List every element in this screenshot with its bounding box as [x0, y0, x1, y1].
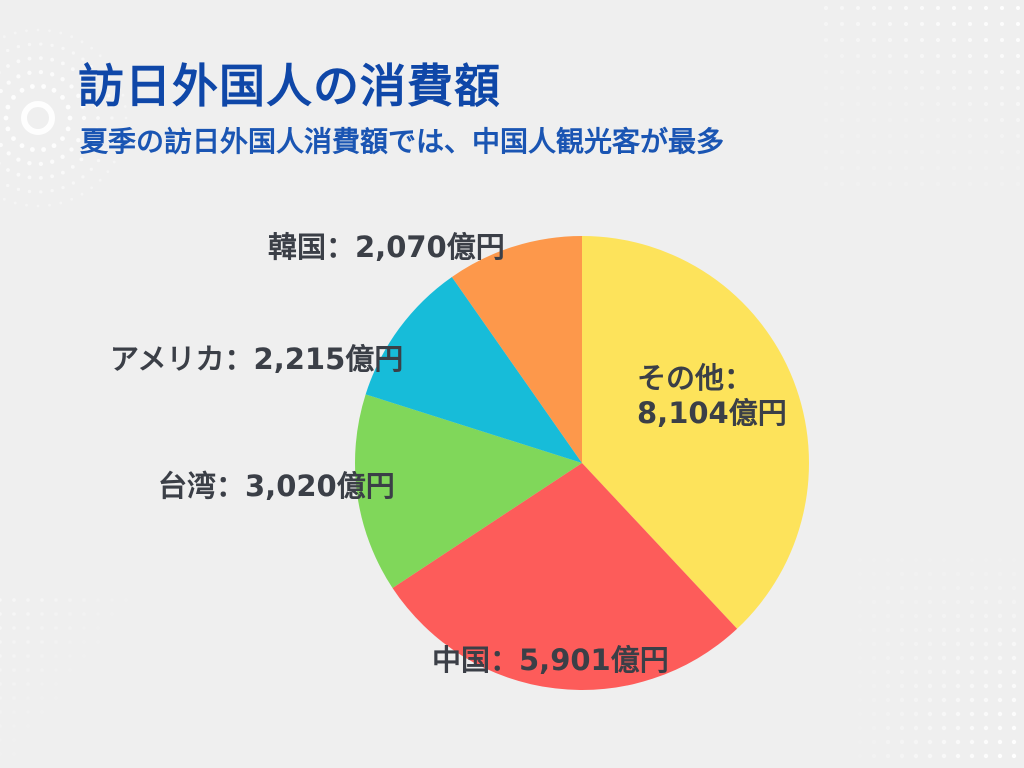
label-china: 中国：5,901億円	[432, 643, 669, 677]
pie-slice-taiwan	[354, 394, 582, 588]
label-korea: 韓国：2,070億円	[268, 230, 505, 264]
pie-slice-other	[582, 236, 810, 629]
label-usa: アメリカ：2,215億円	[110, 342, 404, 376]
label-other-value: 8,104億円	[637, 395, 787, 430]
label-taiwan: 台湾：3,020億円	[158, 469, 395, 503]
page-subtitle: 夏季の訪日外国人消費額では、中国人観光客が最多	[80, 125, 725, 158]
page-title: 訪日外国人の消費額	[78, 59, 501, 113]
pie-slice-korea	[451, 236, 582, 463]
label-other-name: その他：	[637, 361, 754, 395]
label-other: その他： 8,104億円	[637, 361, 787, 431]
pie-slice-usa	[365, 276, 582, 463]
pie-slice-china	[392, 463, 738, 691]
